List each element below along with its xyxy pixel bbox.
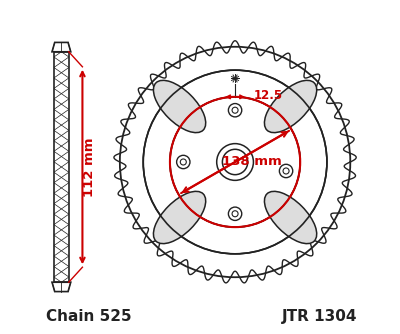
Text: 112 mm: 112 mm xyxy=(83,137,96,197)
Bar xyxy=(54,52,69,282)
Polygon shape xyxy=(114,41,356,283)
Circle shape xyxy=(228,104,242,117)
Text: Chain 525: Chain 525 xyxy=(46,309,132,324)
Ellipse shape xyxy=(154,191,206,243)
Circle shape xyxy=(279,164,293,178)
Text: 138 mm: 138 mm xyxy=(222,156,282,168)
Ellipse shape xyxy=(154,80,206,133)
Circle shape xyxy=(228,207,242,220)
Ellipse shape xyxy=(264,191,317,243)
Ellipse shape xyxy=(264,80,317,133)
Circle shape xyxy=(143,70,327,254)
Polygon shape xyxy=(52,42,71,52)
Circle shape xyxy=(177,155,190,169)
Text: 12.5: 12.5 xyxy=(254,89,282,102)
Polygon shape xyxy=(52,282,71,292)
Circle shape xyxy=(217,144,254,180)
Text: JTR 1304: JTR 1304 xyxy=(282,309,357,324)
